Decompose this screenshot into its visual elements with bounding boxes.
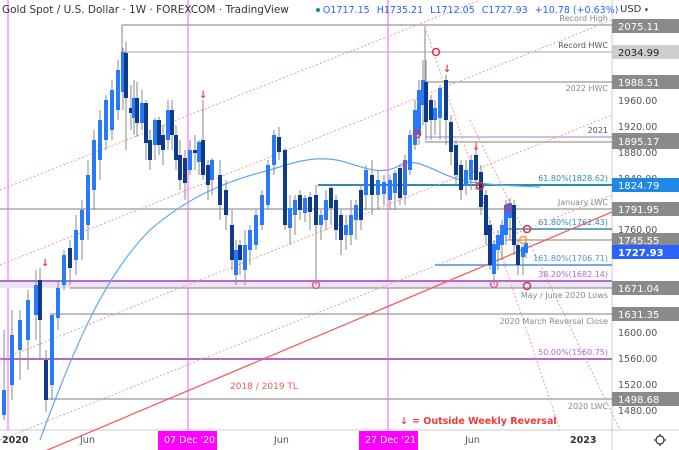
label-may-june-lows: May / June 2020 Lows [521,291,608,300]
tick-1760: 1760.00 [618,225,657,236]
trendline-2018-2019 [45,211,613,450]
tick-1600: 1600.00 [618,328,657,339]
label-2022-hwc: 2022 HWC [566,84,609,93]
svg-text:1671.04: 1671.04 [618,284,659,295]
svg-text:2075.11: 2075.11 [618,22,659,33]
time-jun-20: Jun [79,435,95,446]
tick-1920: 1920.00 [618,122,657,133]
label-2020-lwc: 2020 LWC [568,402,609,411]
tick-1520: 1520.00 [618,380,657,391]
svg-text:1988.51: 1988.51 [618,78,659,89]
low-value: L1712.05 [430,4,475,16]
time-jun-22: Jun [464,435,480,446]
reversal-arrows: ↓ ↓ ↓ ↓ ↓ [41,64,480,269]
time-dec-21: 27 Dec '21 [365,435,416,446]
arrow-down-icon: ↓ [41,258,49,269]
svg-text:1631.35: 1631.35 [618,310,659,321]
time-axis[interactable]: 2020 Jun 07 Dec '20 Jun 27 Dec '21 Jun 2… [2,431,596,450]
tick-1960: 1960.00 [618,96,657,107]
time-2020: 2020 [2,435,29,446]
currency-label: USD [620,4,642,15]
arrow-down-icon: ↓ [199,90,207,101]
time-marker-dec20 [158,431,217,450]
arrow-down-icon: ↓ [443,64,451,75]
time-dec-20: 07 Dec '20 [164,435,215,446]
tick-1480: 1480.00 [618,406,657,417]
label-january-lwc: January LWC [557,198,609,207]
close-value: C1727.93 [481,4,528,16]
currency-selector[interactable]: USD ▾ [620,4,648,15]
current-price-tag: 1727.93 [618,248,664,259]
chevron-down-icon: ▾ [644,6,649,14]
legend-arrow-icon: ↓ [400,416,408,427]
label-fib-1682: 38.20%(1682.14) [538,270,608,279]
support-zone [0,281,612,288]
svg-text:1895.17: 1895.17 [618,137,659,148]
svg-text:1498.68: 1498.68 [618,395,659,406]
channel-lines [0,0,621,441]
gear-icon[interactable] [654,434,666,446]
high-value: H1735.21 [376,4,424,16]
price-tags: 2075.11 2034.99 1988.51 1895.17 1824.79 … [612,19,679,406]
trendline-label: 2018 / 2019 TL [230,382,298,392]
svg-text:2034.99: 2034.99 [618,48,659,59]
time-marker-dec21 [359,431,418,450]
svg-text:1791.95: 1791.95 [618,205,659,216]
svg-text:1745.55: 1745.55 [618,236,659,247]
label-record-hwc: Record HWC [558,41,608,50]
label-march-reversal: 2020 March Reversal Close [499,317,608,326]
label-fib-1706: 161.80%(1706.71) [533,254,608,263]
candlesticks [2,42,528,420]
arrow-down-icon: ↓ [472,142,480,153]
tick-1880: 1880.00 [618,148,657,159]
label-fib-1560: 50.00%(1560.75) [538,348,608,357]
open-value: O1717.15 [322,4,370,16]
label-fib-1762: 61.80%(1762.43) [538,218,608,227]
change-value: +10.78 (+0.63%) [534,4,619,16]
label-2021: 2021 [588,126,608,135]
time-jun-21: Jun [273,435,289,446]
tick-1560: 1560.00 [618,354,657,365]
svg-text:1824.79: 1824.79 [618,181,659,192]
time-2023: 2023 [570,435,596,446]
label-record-high: Record High [559,14,608,23]
level-labels: Record High Record HWC 2022 HWC 2021 61.… [499,14,608,411]
symbol-title[interactable]: Gold Spot / U.S. Dollar · 1W · FOREXCOM … [2,4,289,16]
ohlc-values: O1717.15 H1735.21 L1712.05 C1727.93 +10.… [323,5,623,16]
chart-header: Gold Spot / U.S. Dollar · 1W · FOREXCOM … [0,0,618,20]
legend-text: = Outside Weekly Reversal [412,416,557,427]
pivot-markers [311,47,532,291]
label-fib-1828: 61.80%(1828.62) [538,174,608,183]
arrow-down-icon: ↓ [400,160,408,171]
